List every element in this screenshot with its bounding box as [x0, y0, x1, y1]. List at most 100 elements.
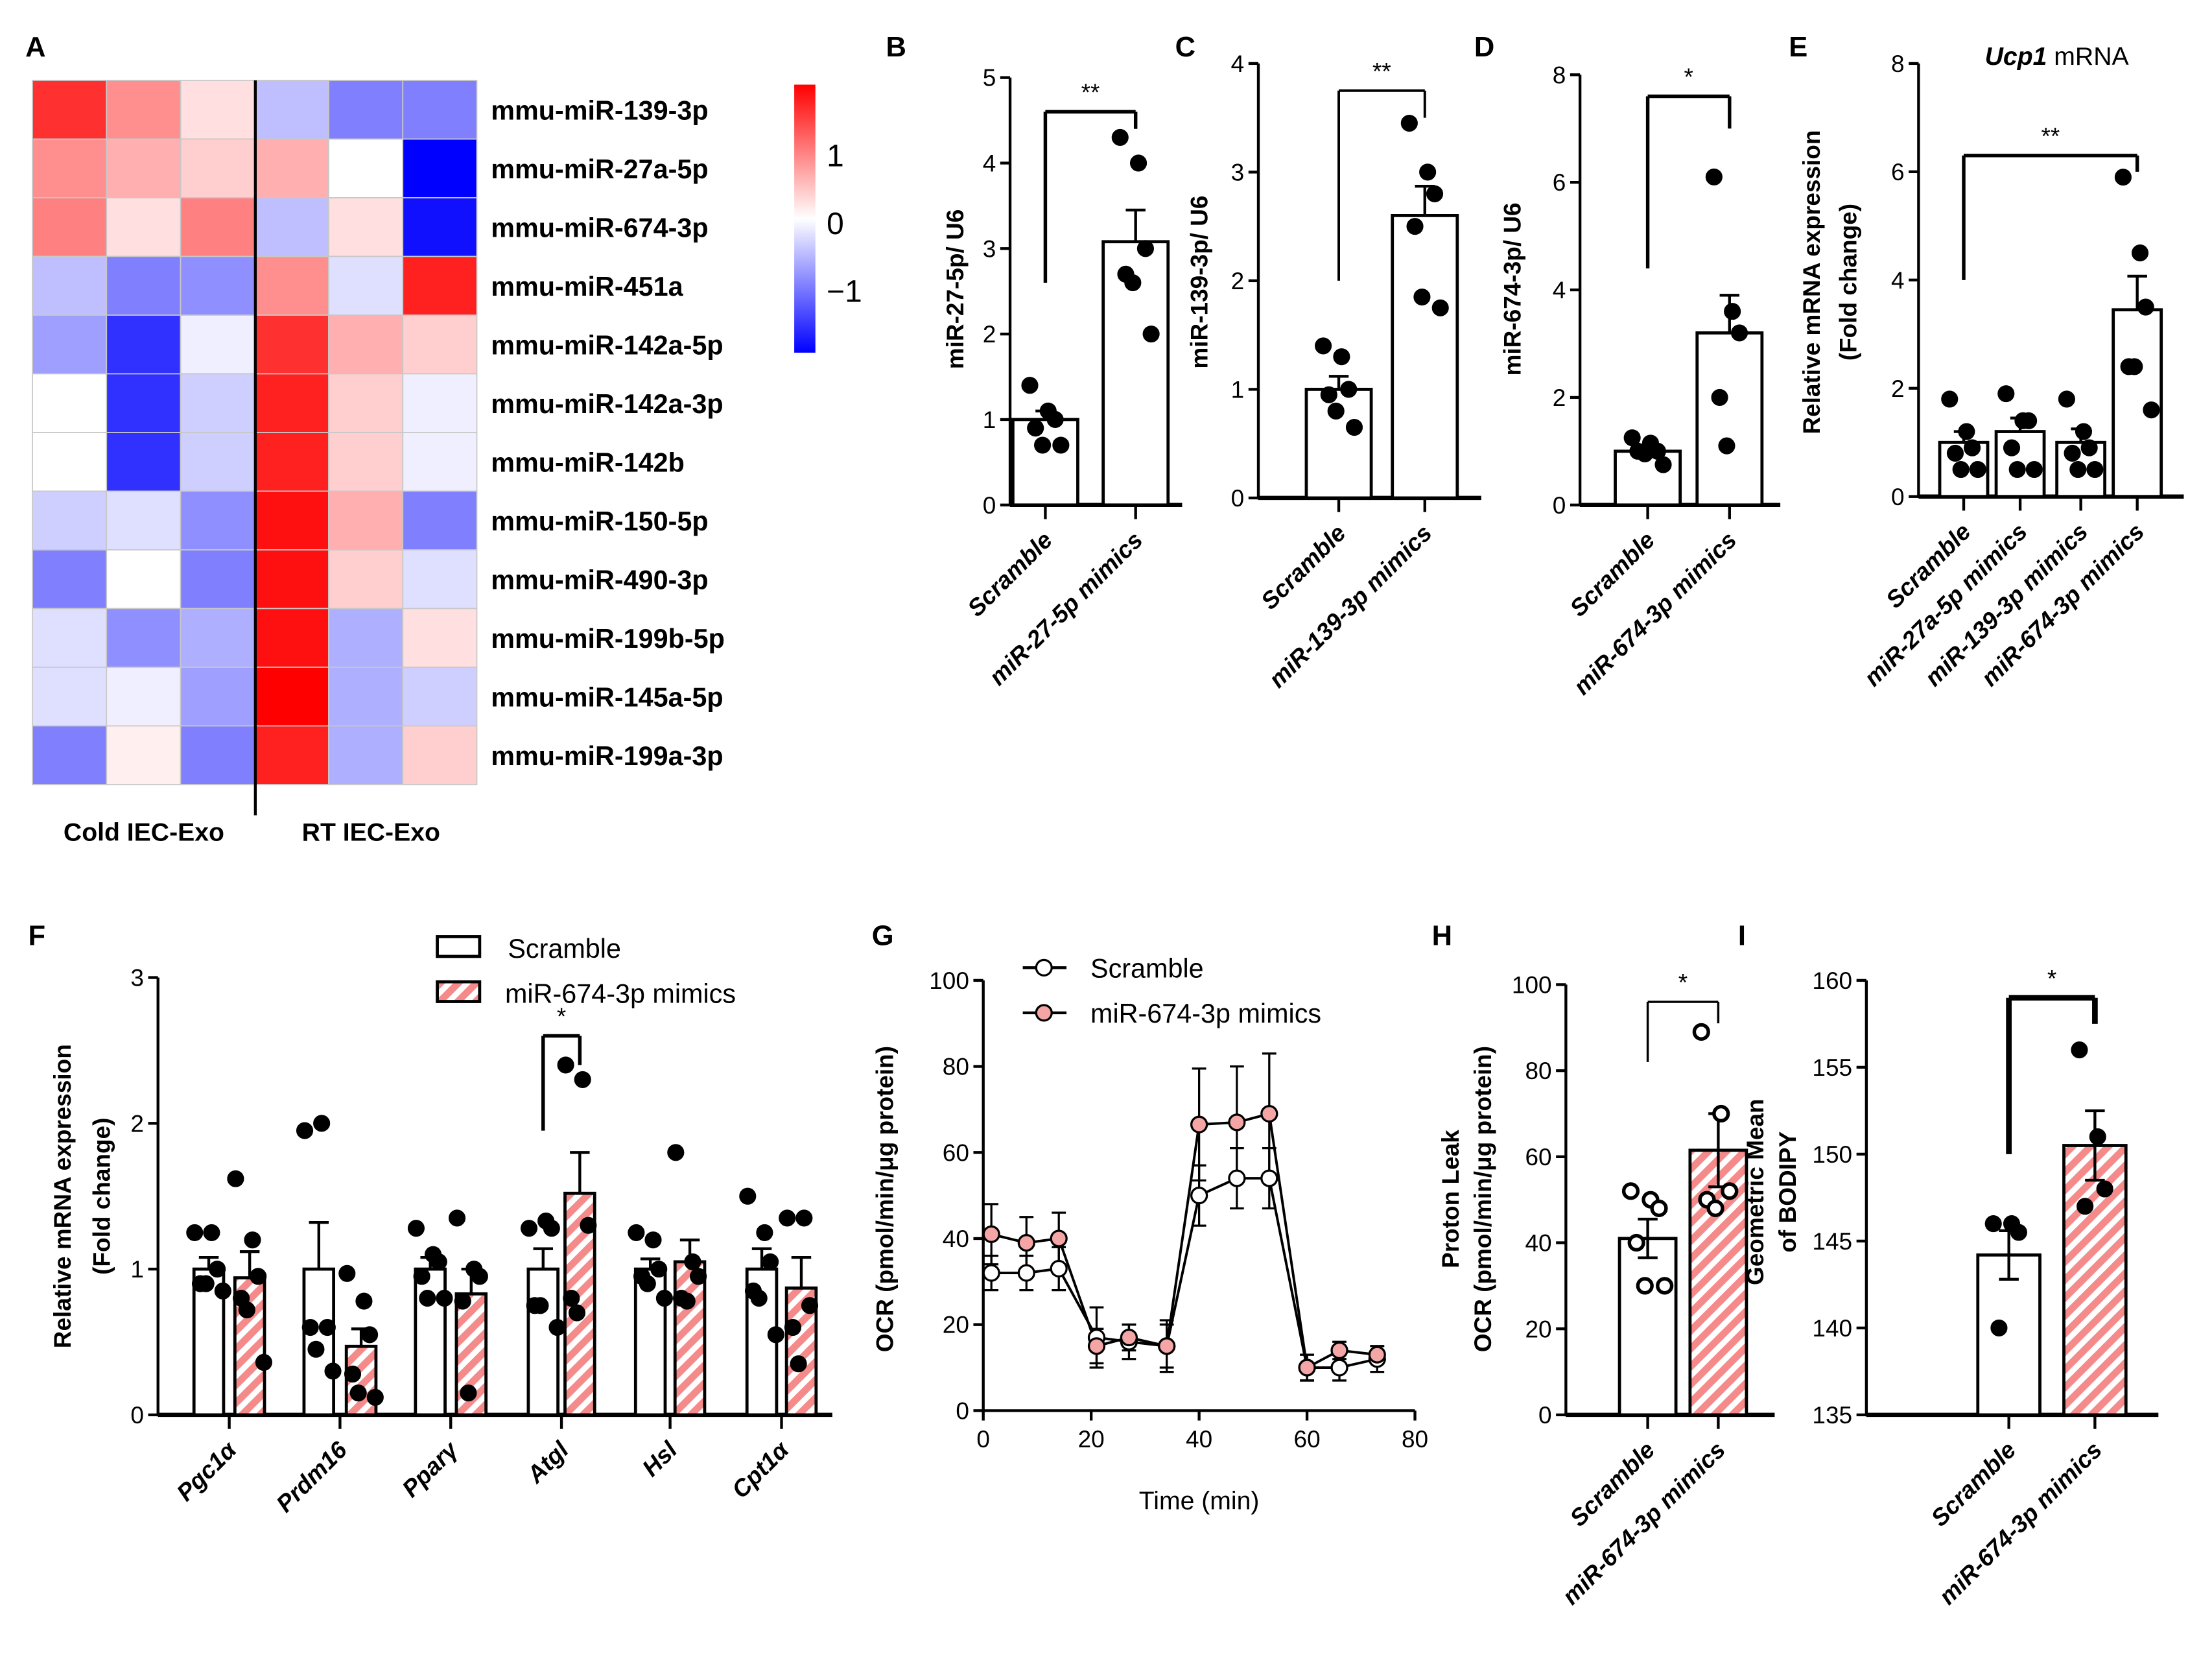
legend-swatch-scramble	[436, 935, 482, 958]
data-point	[779, 1209, 796, 1227]
data-point	[1984, 1215, 2002, 1233]
heatmap-group-label: RT IEC-Exo	[302, 819, 440, 847]
legend-label: Scramble	[1090, 954, 1204, 984]
heatmap-cell	[402, 255, 478, 316]
y-tick-label: 80	[943, 1054, 969, 1080]
y-axis-label: Relative mRNA expression	[1798, 130, 1825, 434]
data-point	[1636, 1277, 1654, 1295]
data-point	[655, 1290, 673, 1307]
heatmap-cell	[32, 549, 108, 610]
data-point	[1158, 1337, 1176, 1355]
heatmap-group-label: Cold IEC-Exo	[64, 819, 224, 847]
heatmap-cell	[106, 314, 182, 375]
heatmap-cell	[328, 314, 404, 375]
x-tick-label: miR-674-3p mimics	[1568, 527, 1741, 700]
colorbar-tick: 1	[827, 139, 844, 174]
y-axis-label: OCR (pmol/min/μg protein)	[1470, 1046, 1496, 1352]
heatmap-cell	[328, 490, 404, 551]
y-axis-label: (Fold change)	[1835, 204, 1862, 361]
data-point	[1320, 386, 1337, 403]
bar	[2062, 1144, 2128, 1417]
y-tick-label: 6	[1553, 169, 1566, 196]
bar	[673, 1260, 707, 1417]
data-point	[1050, 1259, 1068, 1278]
data-point	[1654, 456, 1672, 473]
data-point	[471, 1268, 488, 1285]
bar	[1695, 331, 1764, 507]
heatmap-cell	[32, 667, 108, 727]
data-point	[1718, 437, 1735, 455]
line-chart: 0 20 40 60 80 100 0 20 40 60 80 Time (min) OCR (pmol…	[871, 954, 1428, 1515]
y-tick-label: 8	[1553, 62, 1566, 88]
chart-marks: mmu-miR-139-3p mmu-miR-27a-5p mmu-miR-674-…	[32, 43, 2184, 1609]
heatmap-cell	[180, 255, 255, 316]
data-point	[1190, 1115, 1208, 1133]
y-tick-label: 0	[1891, 484, 1905, 510]
data-point	[1345, 418, 1363, 436]
y-tick-label: 1	[1231, 376, 1245, 403]
data-point	[2089, 1128, 2106, 1146]
panel-label-h: H	[1432, 921, 1452, 952]
heatmap-cell	[402, 80, 478, 140]
data-point	[460, 1384, 477, 1402]
heatmap-cell	[32, 255, 108, 316]
data-point	[2096, 1180, 2113, 1198]
data-point	[1330, 1341, 1348, 1360]
data-point	[1330, 1359, 1348, 1377]
heatmap-cell	[32, 608, 108, 668]
data-point	[767, 1326, 784, 1344]
heatmap-cell	[32, 197, 108, 257]
data-point	[307, 1340, 325, 1358]
data-point	[568, 1304, 586, 1322]
heatmap-cell	[402, 138, 478, 198]
data-point	[548, 1318, 566, 1336]
data-point	[2086, 460, 2104, 479]
data-point	[1990, 1319, 2008, 1336]
heatmap-cell	[32, 490, 108, 551]
heatmap-cell	[180, 138, 255, 198]
heatmap-row-label: mmu-miR-139-3p	[491, 95, 708, 125]
data-point	[209, 1261, 226, 1278]
heatmap-cell	[253, 490, 329, 551]
heatmap-cell	[180, 549, 255, 610]
data-point	[1027, 420, 1044, 437]
data-point	[2020, 412, 2038, 429]
data-point	[2008, 460, 2026, 479]
heatmap-cell	[402, 725, 478, 785]
y-tick-label: 4	[1891, 267, 1905, 294]
data-point	[1419, 163, 1437, 181]
heatmap-cell	[328, 373, 404, 433]
data-point	[1431, 299, 1449, 316]
y-axis-label: (Fold change)	[89, 1118, 115, 1275]
heatmap-cell	[402, 490, 478, 551]
heatmap-cell	[32, 373, 108, 433]
data-point	[436, 1290, 453, 1307]
x-tick-label: miR-139-3p mimics	[1264, 519, 1437, 693]
heatmap-cell	[253, 373, 329, 433]
data-point	[1228, 1113, 1246, 1132]
heatmap-cell	[253, 725, 329, 785]
data-point	[318, 1318, 336, 1336]
heatmap-row-label: mmu-miR-142a-5p	[491, 330, 723, 360]
significance-label: *	[557, 1003, 566, 1030]
y-tick-label: 2	[130, 1110, 144, 1137]
data-point	[1692, 1023, 1710, 1041]
colorbar	[794, 84, 816, 353]
data-point	[1136, 240, 1154, 257]
data-point	[678, 1292, 696, 1310]
y-tick-label: 160	[1812, 967, 1852, 994]
x-tick-label: 0	[976, 1426, 990, 1453]
data-point	[1124, 274, 1142, 292]
series-line	[991, 1177, 1378, 1369]
heatmap-cell	[106, 255, 182, 316]
data-point	[784, 1318, 801, 1336]
y-tick-label: 80	[1525, 1058, 1551, 1084]
title-rest: mRNA	[2047, 43, 2129, 71]
x-tick-label: Pparγ	[397, 1435, 464, 1502]
data-point	[1952, 460, 1970, 479]
data-point	[2058, 390, 2075, 408]
y-tick-label: 2	[1891, 375, 1905, 402]
heatmap-cell	[253, 197, 329, 257]
heatmap-cell	[402, 373, 478, 433]
